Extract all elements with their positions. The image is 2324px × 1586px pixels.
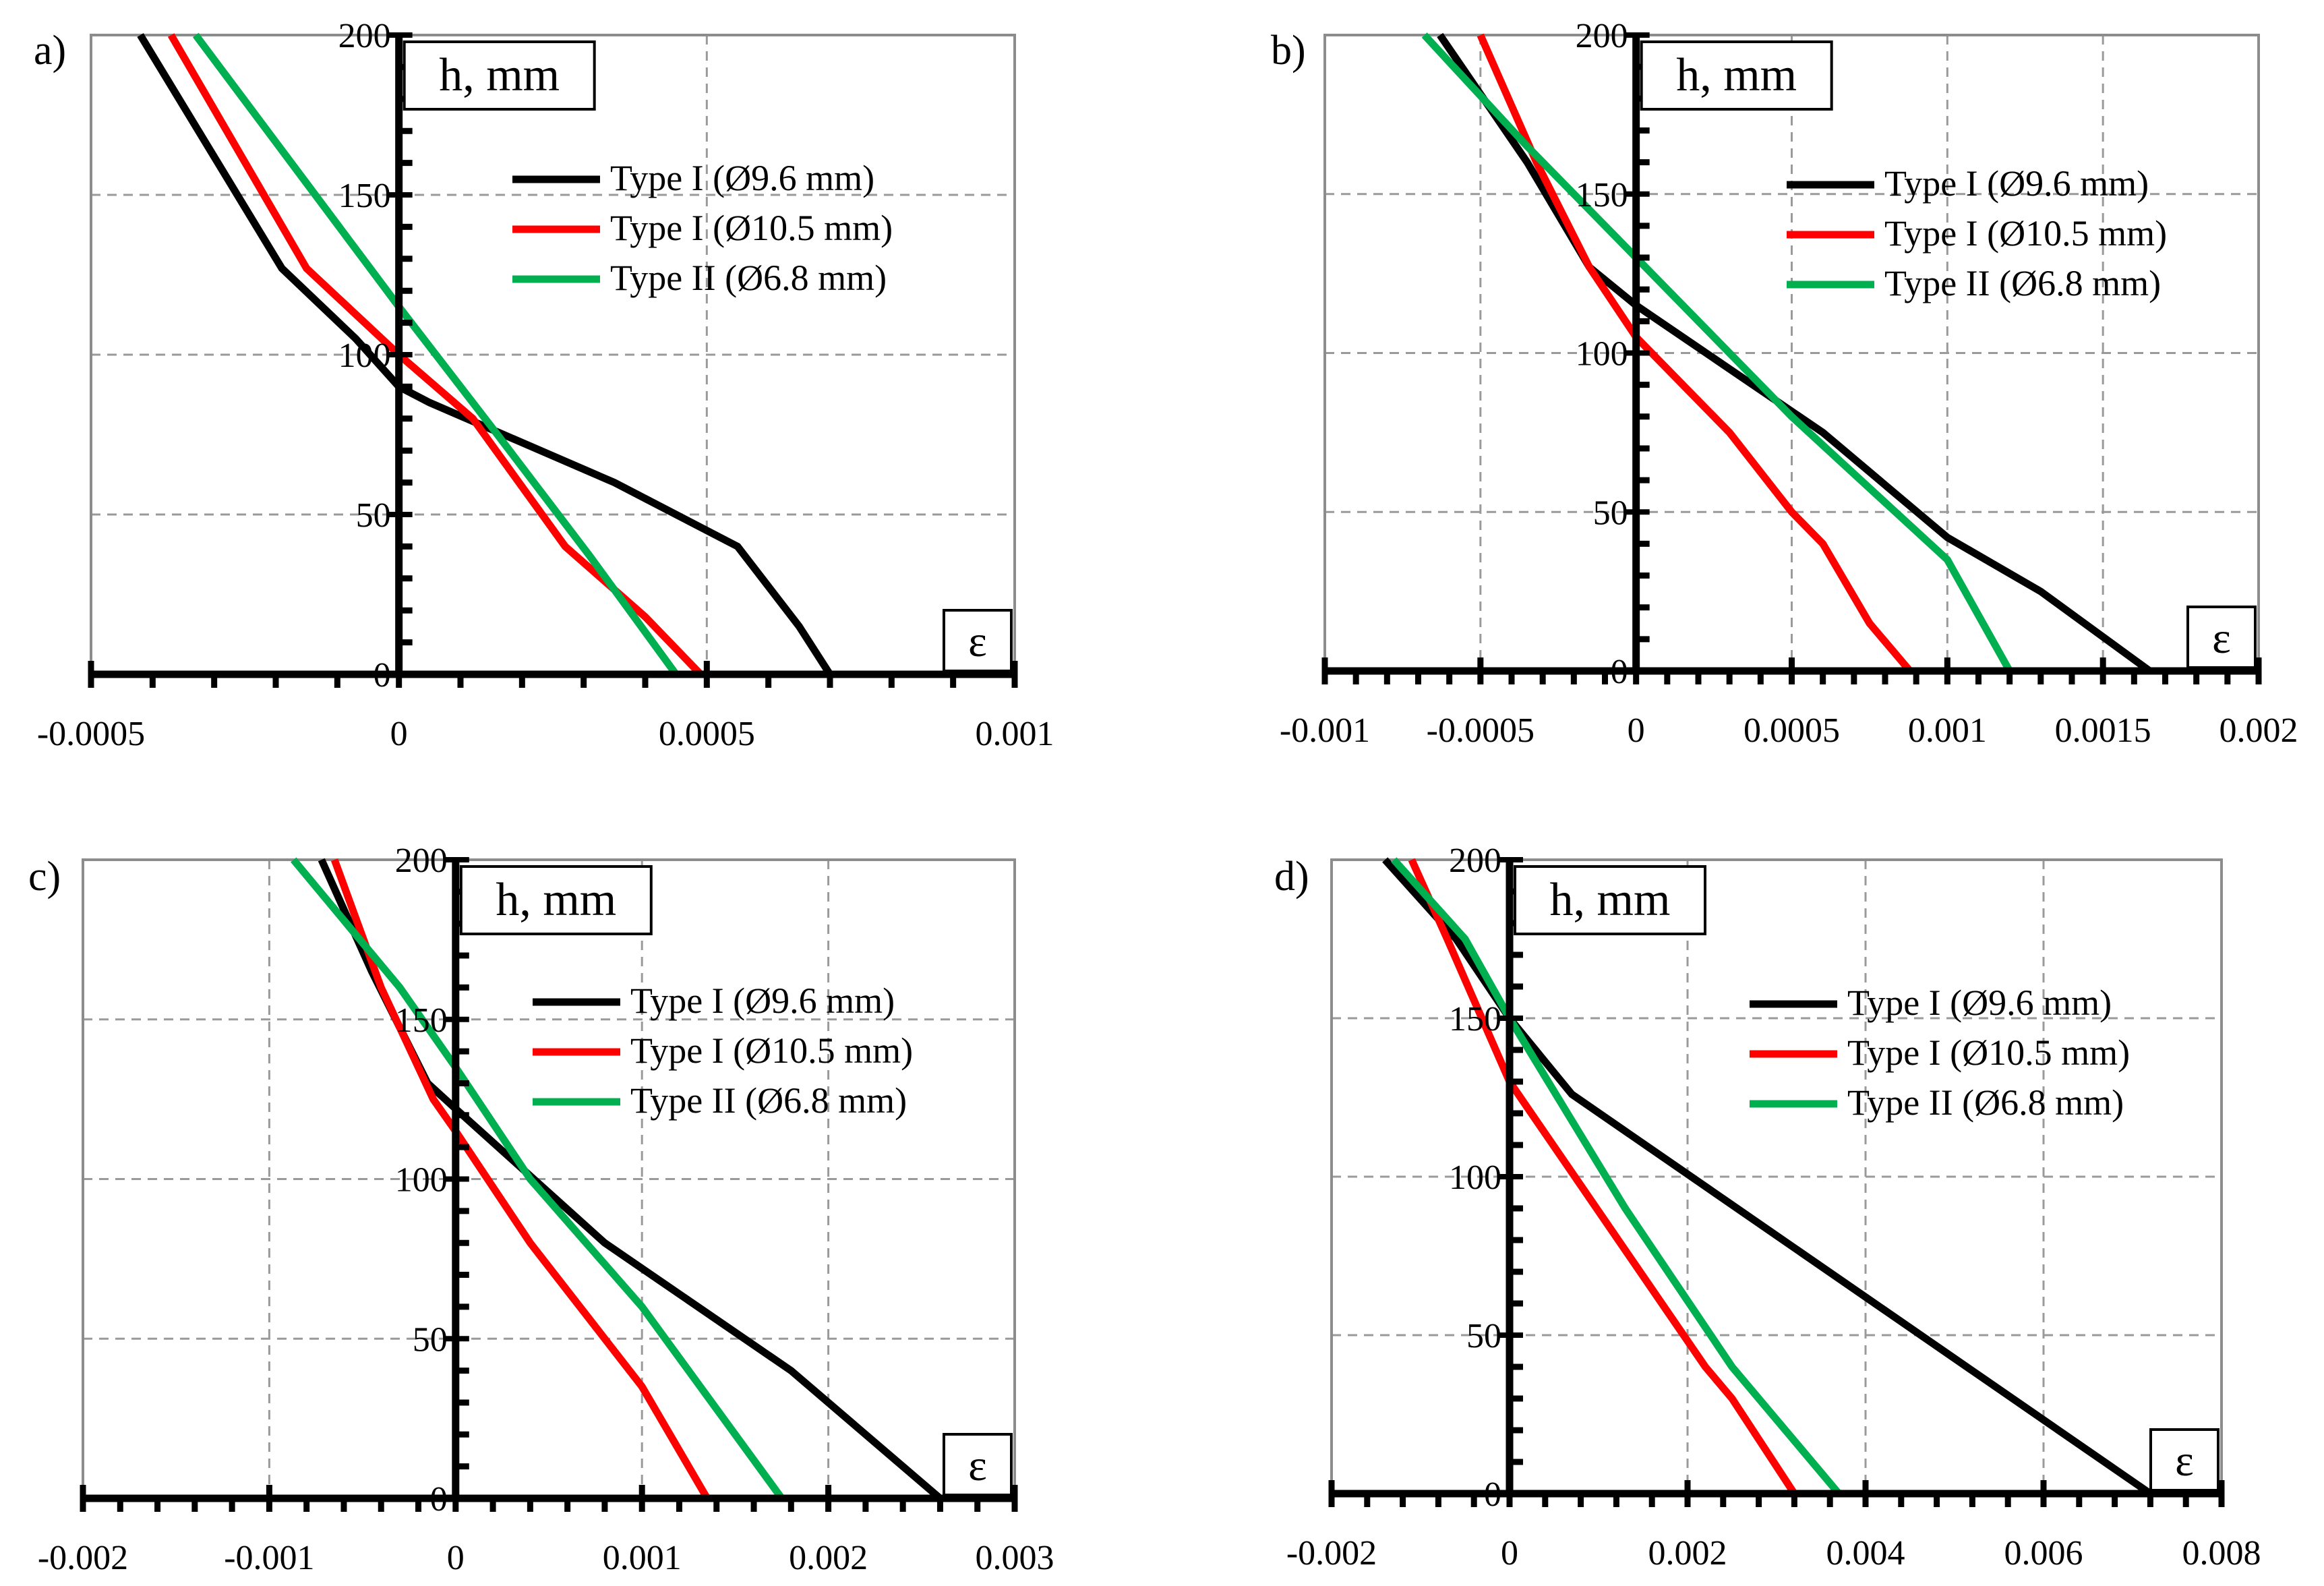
legend-entry: Type II (Ø6.8 mm) <box>630 1080 907 1121</box>
x-tick-label: 0.0005 <box>659 715 755 753</box>
chart-panel-b: -0.001 -0.0005 0 0.0005 0.001 0.0015 0.002 0 50 1… <box>1271 17 2298 750</box>
y-axis-label: h, mm <box>496 874 616 926</box>
panel-label: c) <box>28 854 61 900</box>
x-axis-label: ε <box>968 1441 987 1490</box>
y-label-box <box>403 40 596 111</box>
x-tick-label: -0.001 <box>1280 711 1370 750</box>
x-tick-label: 0 <box>390 715 408 753</box>
x-axis-label: ε <box>2212 614 2231 663</box>
legend-entry: Type I (Ø10.5 mm) <box>630 1030 913 1071</box>
chart-panel-c: -0.002 -0.001 0 0.001 0.002 0.003 0 50 100 150 200… <box>28 842 1054 1577</box>
legend-entry: Type I (Ø9.6 mm) <box>1847 982 2112 1023</box>
x-tick-label: 0.0015 <box>2055 711 2151 750</box>
y-tick-label: 100 <box>395 1161 448 1200</box>
series-line-type-ii-6-8 <box>291 857 785 1501</box>
y-tick-label: 200 <box>338 17 391 55</box>
x-axis-label: ε <box>2175 1436 2194 1486</box>
x-label-box <box>943 1433 1013 1496</box>
legend-entry: Type II (Ø6.8 mm) <box>610 258 887 298</box>
series-line-type-ii-6-8 <box>1421 32 2013 673</box>
x-tick-label: 0.008 <box>2182 1534 2261 1573</box>
y-tick-label: 50 <box>356 496 391 535</box>
legend-entry: Type I (Ø10.5 mm) <box>610 208 893 248</box>
legend: Type I (Ø9.6 mm) Type I (Ø10.5 mm) Type II… <box>1787 163 2167 303</box>
y-tick-label: 100 <box>1576 335 1628 374</box>
panel-label: d) <box>1274 854 1309 900</box>
x-tick-label: 0 <box>1501 1534 1518 1573</box>
y-tick-label: 0 <box>1611 653 1628 691</box>
series-line-type-i-9-6 <box>137 33 833 676</box>
y-label-box <box>1640 40 1833 111</box>
legend-entry: Type I (Ø9.6 mm) <box>1884 163 2149 204</box>
x-label-box <box>2186 606 2257 669</box>
chart-panel-a: -0.0005 0 0.0005 0.001 0 50 100 150 200 a) h, mm ε T… <box>34 17 1054 753</box>
x-tick-label: 0.001 <box>976 715 1054 753</box>
x-tick-label: 0.0005 <box>1744 711 1840 750</box>
chart-panel-d: -0.002 0 0.002 0.004 0.006 0.008 0 50 100 150 200 d… <box>1274 842 2261 1573</box>
series-line-type-ii-6-8 <box>192 32 680 677</box>
x-tick-label: 0.001 <box>1908 711 1987 750</box>
series-line-type-i-10-5 <box>1408 858 1798 1496</box>
legend-entry: Type II (Ø6.8 mm) <box>1884 263 2161 303</box>
y-tick-label: 200 <box>1449 842 1501 880</box>
legend-entry: Type II (Ø6.8 mm) <box>1847 1082 2124 1123</box>
x-tick-label: 0.002 <box>789 1539 868 1577</box>
y-tick-label: 150 <box>338 177 391 215</box>
y-label-box <box>1514 865 1706 935</box>
series-line-type-i-10-5 <box>167 33 704 677</box>
series-line-type-i-9-6 <box>1437 32 2152 674</box>
legend-entry: Type I (Ø9.6 mm) <box>630 980 895 1021</box>
panel-label: a) <box>34 28 66 74</box>
x-tick-label: 0.001 <box>603 1539 682 1577</box>
y-tick-label: 0 <box>1484 1475 1501 1514</box>
legend-entry: Type I (Ø10.5 mm) <box>1884 213 2167 254</box>
plot-frame <box>82 858 1016 1500</box>
x-label-box <box>943 609 1013 672</box>
y-tick-label: 50 <box>1466 1317 1501 1355</box>
x-tick-label: 0.004 <box>1826 1534 1905 1573</box>
x-tick-label: 0 <box>447 1539 465 1577</box>
y-tick-label: 100 <box>1449 1158 1501 1197</box>
series-line-type-ii-6-8 <box>1391 857 1842 1496</box>
y-axis-label: h, mm <box>439 49 560 101</box>
y-tick-label: 150 <box>1576 176 1628 214</box>
y-tick-label: 200 <box>1576 17 1628 55</box>
x-tick-label: 0.006 <box>2004 1534 2083 1573</box>
legend-entry: Type I (Ø10.5 mm) <box>1847 1032 2130 1073</box>
series-line-type-i-10-5 <box>1477 33 1913 674</box>
y-label-box <box>459 865 653 935</box>
x-tick-label: -0.001 <box>224 1539 314 1577</box>
panel-label: b) <box>1271 28 1306 74</box>
y-axis-label: h, mm <box>1550 874 1671 926</box>
y-tick-label: 0 <box>374 656 391 695</box>
x-tick-label: 0 <box>1628 711 1645 750</box>
y-tick-label: 0 <box>430 1480 448 1519</box>
x-tick-label: 0.003 <box>976 1539 1054 1577</box>
x-axis-label: ε <box>968 617 987 666</box>
x-tick-label: 0.002 <box>2219 711 2298 750</box>
x-tick-label: -0.0005 <box>1427 711 1535 750</box>
y-axis-label: h, mm <box>1676 49 1797 101</box>
x-tick-label: 0.002 <box>1648 1534 1727 1573</box>
y-tick-label: 100 <box>338 336 391 375</box>
y-tick-label: 150 <box>1449 1000 1501 1038</box>
x-tick-label: -0.002 <box>38 1539 128 1577</box>
legend-entry: Type I (Ø9.6 mm) <box>610 158 874 198</box>
y-tick-label: 50 <box>1593 494 1628 532</box>
legend: Type I (Ø9.6 mm) Type I (Ø10.5 mm) Type II… <box>1750 982 2130 1123</box>
x-tick-label: -0.002 <box>1286 1534 1377 1573</box>
y-tick-label: 150 <box>395 1001 448 1040</box>
x-label-box <box>2149 1428 2219 1492</box>
legend: Type I (Ø9.6 mm) Type I (Ø10.5 mm) Type II… <box>512 158 893 298</box>
x-tick-label: -0.0005 <box>37 715 145 753</box>
y-tick-label: 50 <box>413 1320 448 1359</box>
legend: Type I (Ø9.6 mm) Type I (Ø10.5 mm) Type II… <box>533 980 913 1121</box>
y-tick-label: 200 <box>395 842 448 880</box>
